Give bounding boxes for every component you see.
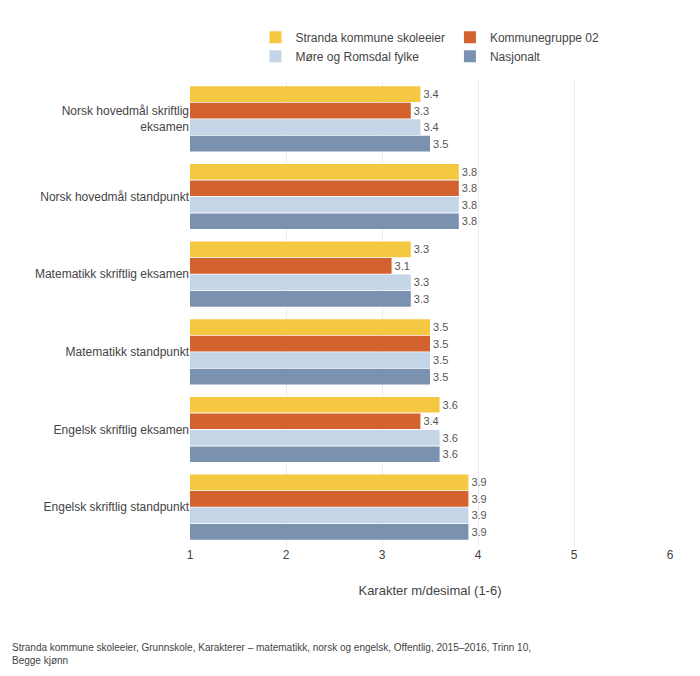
svg-text:1: 1 — [187, 548, 194, 562]
svg-text:3.4: 3.4 — [423, 88, 438, 100]
svg-text:3.1: 3.1 — [395, 260, 410, 272]
svg-text:3.4: 3.4 — [423, 121, 438, 133]
svg-text:3.9: 3.9 — [471, 526, 486, 538]
svg-text:3.3: 3.3 — [414, 243, 429, 255]
svg-text:Engelsk skriftlig standpunkt: Engelsk skriftlig standpunkt — [44, 500, 190, 514]
svg-text:3.8: 3.8 — [462, 182, 477, 194]
svg-text:5: 5 — [571, 548, 578, 562]
svg-text:Norsk hovedmål skriftligeksame: Norsk hovedmål skriftligeksamen — [62, 104, 189, 134]
svg-text:3.9: 3.9 — [471, 476, 486, 488]
svg-text:3.6: 3.6 — [443, 448, 458, 460]
svg-text:Engelsk skriftlig eksamen: Engelsk skriftlig eksamen — [54, 423, 189, 437]
svg-text:Matematikk standpunkt: Matematikk standpunkt — [66, 345, 190, 359]
svg-text:3.3: 3.3 — [414, 105, 429, 117]
svg-text:Norsk hovedmål standpunkt: Norsk hovedmål standpunkt — [40, 190, 189, 204]
svg-text:Stranda kommune skoleeier, Gru: Stranda kommune skoleeier, Grunnskole, K… — [12, 642, 531, 666]
svg-text:3.3: 3.3 — [414, 276, 429, 288]
svg-text:Kommunegruppe 02: Kommunegruppe 02 — [490, 31, 599, 45]
svg-text:Stranda kommune skoleeier: Stranda kommune skoleeier — [296, 31, 445, 45]
svg-text:3.3: 3.3 — [414, 293, 429, 305]
svg-text:3.9: 3.9 — [471, 509, 486, 521]
svg-text:Karakter m/desimal (1-6): Karakter m/desimal (1-6) — [358, 583, 501, 598]
svg-text:3.5: 3.5 — [433, 354, 448, 366]
svg-text:3.6: 3.6 — [443, 432, 458, 444]
svg-text:3.8: 3.8 — [462, 199, 477, 211]
svg-text:Matematikk skriftlig eksamen: Matematikk skriftlig eksamen — [35, 267, 189, 281]
svg-text:3.8: 3.8 — [462, 215, 477, 227]
svg-text:3.5: 3.5 — [433, 371, 448, 383]
svg-text:6: 6 — [667, 548, 674, 562]
svg-text:3.8: 3.8 — [462, 166, 477, 178]
svg-text:3.5: 3.5 — [433, 138, 448, 150]
svg-text:3.6: 3.6 — [443, 399, 458, 411]
svg-text:4: 4 — [475, 548, 482, 562]
svg-text:3: 3 — [379, 548, 386, 562]
svg-text:3.5: 3.5 — [433, 321, 448, 333]
svg-text:2: 2 — [283, 548, 290, 562]
svg-text:3.5: 3.5 — [433, 338, 448, 350]
svg-text:Nasjonalt: Nasjonalt — [490, 50, 541, 64]
svg-text:3.4: 3.4 — [423, 415, 438, 427]
svg-text:Møre og Romsdal fylke: Møre og Romsdal fylke — [296, 50, 420, 64]
svg-text:3.9: 3.9 — [471, 493, 486, 505]
